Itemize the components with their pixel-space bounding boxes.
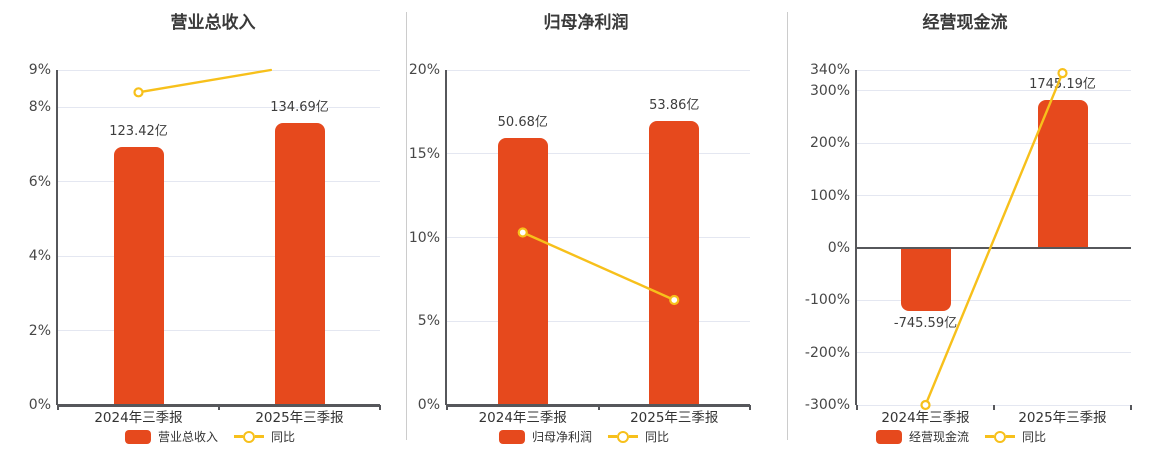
grid-line xyxy=(857,299,1131,301)
grid-line xyxy=(857,352,1131,354)
grid-line xyxy=(58,255,380,257)
x-axis-label: 2024年三季报 xyxy=(881,410,970,426)
y-axis-label: 340% xyxy=(809,62,850,78)
y-axis-label: 2% xyxy=(28,322,51,339)
y-axis-spine xyxy=(56,70,58,405)
legend-line-segment xyxy=(629,435,638,438)
legend-line-ring xyxy=(994,430,1006,443)
legend-net-profit: 归母净利润 同比 xyxy=(498,428,670,445)
x-axis-tick xyxy=(597,405,600,410)
y-axis-label: 8% xyxy=(28,99,51,116)
y-axis-spine xyxy=(855,70,857,405)
bar-2024年三季报[interactable] xyxy=(900,247,951,312)
panel-separator xyxy=(787,12,788,440)
grid-line xyxy=(447,153,750,155)
y-axis-label: 10% xyxy=(408,229,440,246)
legend-line-segment xyxy=(985,435,994,438)
legend-label: 经营现金流 xyxy=(908,430,969,444)
chart-title-net-profit: 归母净利润 xyxy=(543,13,629,33)
legend-line-ring xyxy=(617,430,629,443)
x-axis-tick xyxy=(446,405,448,410)
grid-line xyxy=(857,195,1131,197)
x-axis-tick xyxy=(218,405,220,410)
y-axis-label: 200% xyxy=(809,135,850,152)
legend-label: 营业总收入 xyxy=(157,430,218,444)
grid-line xyxy=(447,320,750,322)
legend-line-segment xyxy=(1006,435,1015,438)
chart-title-operating-cashflow: 经营现金流 xyxy=(922,13,1008,33)
y-axis-label: 6% xyxy=(28,173,51,190)
y-axis-label: 4% xyxy=(28,248,51,265)
x-axis-tick xyxy=(379,405,381,410)
y-axis-label: 20% xyxy=(408,62,440,78)
bar-value-label: 134.69亿 xyxy=(270,99,329,115)
y-axis-label: -100% xyxy=(804,292,850,309)
bar-2025年三季报[interactable] xyxy=(274,122,325,405)
grid-line xyxy=(58,330,380,332)
y-axis-label: 15% xyxy=(408,145,440,162)
legend-label: 同比 xyxy=(271,430,296,444)
x-axis-tick xyxy=(749,405,751,410)
bar-2025年三季报[interactable] xyxy=(1037,100,1088,248)
bar-2024年三季报[interactable] xyxy=(113,146,164,405)
legend-label: 同比 xyxy=(645,430,670,444)
x-axis-tick xyxy=(1130,405,1132,410)
y-axis-label: 9% xyxy=(28,62,51,78)
legend-bar-swatch[interactable] xyxy=(124,429,151,444)
legend-revenue: 营业总收入 同比 xyxy=(124,428,296,445)
y-axis-spine xyxy=(445,70,447,405)
legend-label: 归母净利润 xyxy=(531,430,592,444)
legend-operating-cashflow: 经营现金流 同比 xyxy=(875,428,1047,445)
x-axis-label: 2025年三季报 xyxy=(630,410,719,426)
legend-label: 同比 xyxy=(1022,430,1047,444)
y-axis-label: 5% xyxy=(417,313,440,330)
y-axis-label: 0% xyxy=(417,397,440,413)
bar-value-label: 1745.19亿 xyxy=(1029,77,1096,93)
bar-value-label: 53.86亿 xyxy=(649,97,700,113)
legend-line-ring xyxy=(243,430,255,443)
legend-bar-swatch[interactable] xyxy=(498,429,525,444)
x-axis-label: 2025年三季报 xyxy=(255,410,344,426)
y-axis-label: -300% xyxy=(804,397,850,413)
panel-separator xyxy=(406,12,407,440)
legend-line-swatch[interactable] xyxy=(608,430,638,443)
x-axis-line xyxy=(857,246,1131,250)
bar-value-label: 50.68亿 xyxy=(497,114,548,130)
legend-line-segment xyxy=(234,435,243,438)
x-axis-label: 2024年三季报 xyxy=(94,410,183,426)
grid-line xyxy=(857,142,1131,144)
chart-title-revenue: 营业总收入 xyxy=(170,13,256,33)
y-axis-label: 0% xyxy=(827,239,850,256)
grid-line xyxy=(58,106,380,108)
y-axis-label: -200% xyxy=(804,344,850,361)
y-axis-label: 300% xyxy=(809,82,850,99)
x-axis-label: 2025年三季报 xyxy=(1018,410,1107,426)
grid-line xyxy=(857,69,1131,71)
y-axis-label: 100% xyxy=(809,187,850,204)
x-axis-tick xyxy=(856,405,858,410)
grid-line xyxy=(58,181,380,183)
x-axis-tick xyxy=(57,405,59,410)
legend-bar-swatch[interactable] xyxy=(875,429,902,444)
y-axis-label: 0% xyxy=(28,397,51,413)
bar-value-label: 123.42亿 xyxy=(109,123,168,139)
bar-value-label: -745.59亿 xyxy=(893,316,958,332)
legend-line-swatch[interactable] xyxy=(234,430,264,443)
legend-line-swatch[interactable] xyxy=(985,430,1015,443)
x-axis-tick xyxy=(993,405,995,410)
x-axis-label: 2024年三季报 xyxy=(478,410,567,426)
legend-line-segment xyxy=(255,435,264,438)
legend-line-segment xyxy=(608,435,617,438)
grid-line xyxy=(447,69,750,71)
